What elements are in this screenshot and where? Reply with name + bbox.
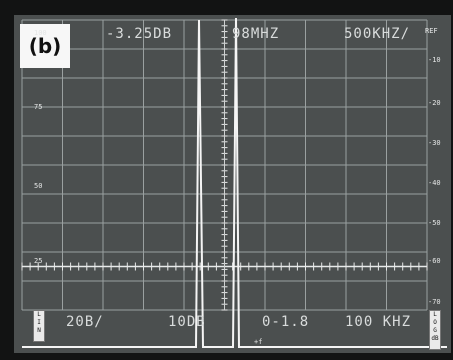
right-scale-label: -10 bbox=[428, 56, 441, 64]
left-scale-label: 75 bbox=[34, 103, 43, 111]
right-scale-label: -20 bbox=[428, 99, 441, 107]
right-scale-label: -50 bbox=[428, 219, 441, 227]
spectrum-trace bbox=[22, 17, 447, 348]
frequency-marker: +f bbox=[254, 338, 263, 346]
right-scale-label: -70 bbox=[428, 298, 441, 306]
center-frequency-readout: 98MHZ bbox=[232, 26, 280, 42]
video-filter-readout: 0-1.8 bbox=[262, 314, 310, 330]
left-scale-label: 25 bbox=[34, 257, 43, 265]
span-readout: 500KHZ/ bbox=[344, 26, 411, 42]
vertical-scale-readout: 20B/ bbox=[66, 314, 104, 330]
bandwidth-readout: 100 KHZ bbox=[345, 314, 412, 330]
right-scale-label: -40 bbox=[428, 179, 441, 187]
ref-level-readout: -3.25DB bbox=[106, 26, 173, 42]
left-scale-label: 100 bbox=[34, 29, 47, 37]
left-scale-label: 50 bbox=[34, 182, 43, 190]
panel-label: (b) bbox=[20, 24, 70, 68]
signal-trace bbox=[22, 17, 447, 348]
right-scale-label: -30 bbox=[428, 139, 441, 147]
ref-tag: REF bbox=[425, 27, 438, 35]
rf-attenuation-readout: 10DB bbox=[168, 314, 206, 330]
graticule-ticks bbox=[21, 19, 428, 311]
right-scale-label: -60 bbox=[428, 257, 441, 265]
